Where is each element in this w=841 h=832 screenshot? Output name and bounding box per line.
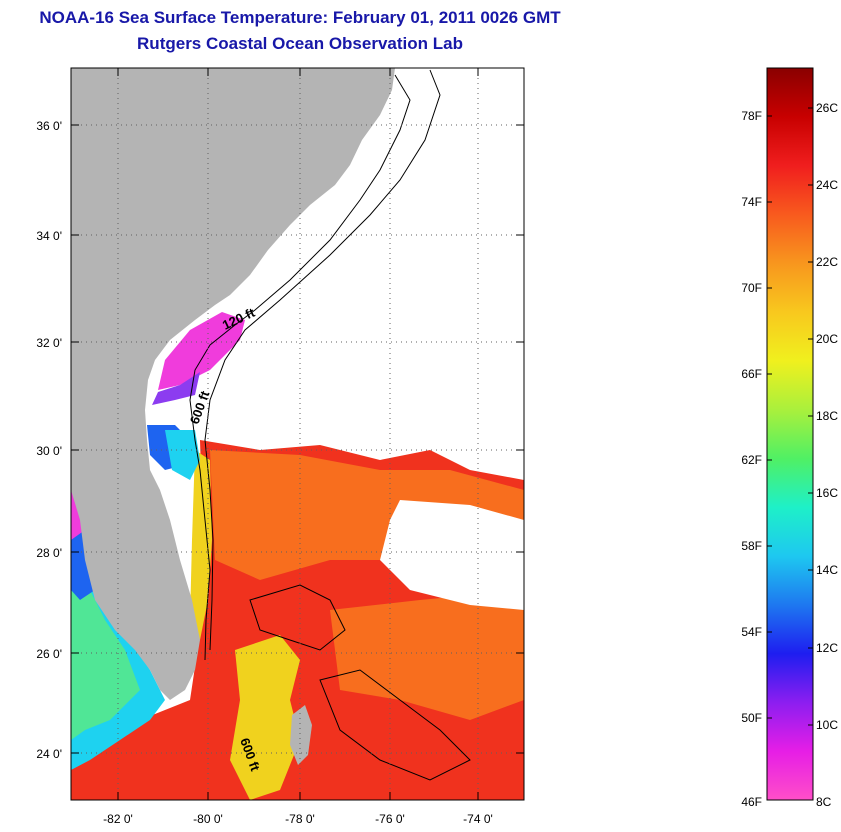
temperature-colorbar: 78F 74F 70F 66F 62F 58F 54F 50F 46F 26C …	[741, 67, 838, 809]
colorbar-label-24c: 24C	[816, 178, 838, 192]
contour-line-outer	[204, 69, 441, 651]
gulf-green-water	[71, 560, 140, 740]
map-title: NOAA-16 Sea Surface Temperature: Februar…	[39, 8, 561, 27]
colorbar-label-66f: 66F	[741, 367, 762, 381]
colorbar-label-70f: 70F	[741, 281, 762, 295]
colorbar-label-20c: 20C	[816, 332, 838, 346]
colorbar-label-46f: 46F	[741, 795, 762, 809]
yellow-water-bahamas	[230, 635, 300, 800]
lat-label-28: 28 0'	[36, 546, 62, 560]
lon-label-74: -74 0'	[463, 812, 493, 826]
land-us-east-coast	[71, 68, 395, 700]
orange-water-south	[330, 590, 524, 720]
depth-contours	[189, 69, 471, 781]
map-subtitle: Rutgers Coastal Ocean Observation Lab	[137, 34, 463, 53]
lat-tick-marks	[71, 124, 524, 754]
colorbar-label-14c: 14C	[816, 563, 838, 577]
map-frame	[70, 67, 525, 801]
colorbar-label-54f: 54F	[741, 625, 762, 639]
lon-tick-marks	[117, 68, 479, 800]
contour-line-bahamas-south	[319, 669, 471, 781]
colorbar-label-10c: 10C	[816, 718, 838, 732]
colorbar-label-78f: 78F	[741, 109, 762, 123]
colorbar-gradient	[766, 67, 814, 801]
colorbar-label-16c: 16C	[816, 486, 838, 500]
sst-map: 120 ft 600 ft 600 ft 36 0' 34 0' 32	[36, 67, 525, 826]
lat-label-32: 32 0'	[36, 336, 62, 350]
lon-label-78: -78 0'	[285, 812, 315, 826]
colorbar-label-58f: 58F	[741, 539, 762, 553]
colorbar-label-18c: 18C	[816, 409, 838, 423]
colorbar-label-8c: 8C	[816, 795, 832, 809]
colorbar-label-12c: 12C	[816, 641, 838, 655]
colorbar-f-ticks	[767, 115, 772, 719]
cloud-patch-east	[380, 500, 524, 610]
colorbar-label-22c: 22C	[816, 255, 838, 269]
magenta-shelf-water	[158, 312, 245, 390]
lon-label-76: -76 0'	[375, 812, 405, 826]
colorbar-c-ticks	[808, 107, 813, 726]
lat-label-24: 24 0'	[36, 747, 62, 761]
contour-line-bahamas	[249, 584, 346, 651]
colorbar-label-50f: 50F	[741, 711, 762, 725]
colorbar-label-26c: 26C	[816, 101, 838, 115]
lat-label-26: 26 0'	[36, 647, 62, 661]
map-content: 120 ft 600 ft 600 ft	[71, 68, 524, 800]
colorbar-label-62f: 62F	[741, 453, 762, 467]
colorbar-label-74f: 74F	[741, 195, 762, 209]
map-grid	[71, 68, 524, 800]
cyan-shelf-water	[165, 430, 200, 480]
yellow-water-straits	[190, 450, 212, 640]
lat-label-30: 30 0'	[36, 444, 62, 458]
land-andros-island	[290, 705, 312, 765]
contour-line-shelf	[189, 74, 411, 661]
lon-label-80: -80 0'	[193, 812, 223, 826]
lon-label-82: -82 0'	[103, 812, 133, 826]
lat-label-36: 36 0'	[36, 119, 62, 133]
violet-shelf-water	[152, 372, 200, 405]
cloud-patch-north	[230, 200, 524, 470]
lat-label-34: 34 0'	[36, 229, 62, 243]
